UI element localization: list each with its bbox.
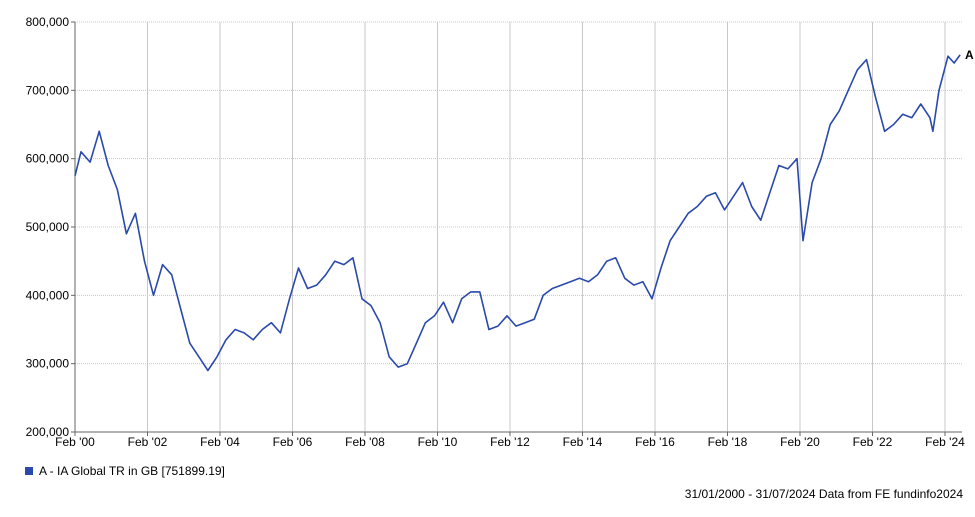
x-tick-label: Feb '04	[200, 435, 240, 449]
x-tick-label: Feb '06	[273, 435, 313, 449]
line-chart: 200,000 300,000 400,000 500,000 600,000 700,0…	[26, 15, 974, 449]
x-tick-label: Feb '08	[345, 435, 385, 449]
x-tick-label: Feb '16	[635, 435, 675, 449]
gridlines	[74, 21, 962, 433]
footer-data-source: 31/01/2000 - 31/07/2024 Data from FE fun…	[684, 487, 963, 501]
x-tick-label: Feb '20	[780, 435, 820, 449]
x-tick-label: Feb '02	[128, 435, 168, 449]
x-tick-label: Feb '24	[925, 435, 965, 449]
y-tick-label: 700,000	[26, 83, 70, 97]
legend-swatch	[25, 467, 33, 475]
y-tick-label: 200,000	[26, 425, 70, 439]
x-tick-label: Feb '00	[55, 435, 95, 449]
series-lines: A	[74, 48, 974, 372]
y-axis-tick-labels: 200,000 300,000 400,000 500,000 600,000 700,0…	[26, 15, 70, 439]
series-line	[74, 54, 961, 372]
y-tick-label: 500,000	[26, 220, 70, 234]
x-tick-label: Feb '14	[563, 435, 603, 449]
y-tick-label: 600,000	[26, 152, 70, 166]
axes	[71, 21, 962, 436]
y-tick-label: 300,000	[26, 357, 70, 371]
x-axis-tick-labels: Feb '00 Feb '02 Feb '04 Feb '06 Feb '08 Feb '…	[55, 435, 965, 449]
x-tick-label: Feb '18	[708, 435, 748, 449]
legend-label: A - IA Global TR in GB [751899.19]	[39, 464, 225, 478]
legend: A - IA Global TR in GB [751899.19]	[25, 464, 225, 478]
y-tick-label: 800,000	[26, 15, 70, 29]
x-tick-label: Feb '22	[853, 435, 893, 449]
x-tick-label: Feb '12	[490, 435, 530, 449]
y-tick-label: 400,000	[26, 288, 70, 302]
x-tick-label: Feb '10	[418, 435, 458, 449]
series-end-label: A	[965, 48, 974, 62]
